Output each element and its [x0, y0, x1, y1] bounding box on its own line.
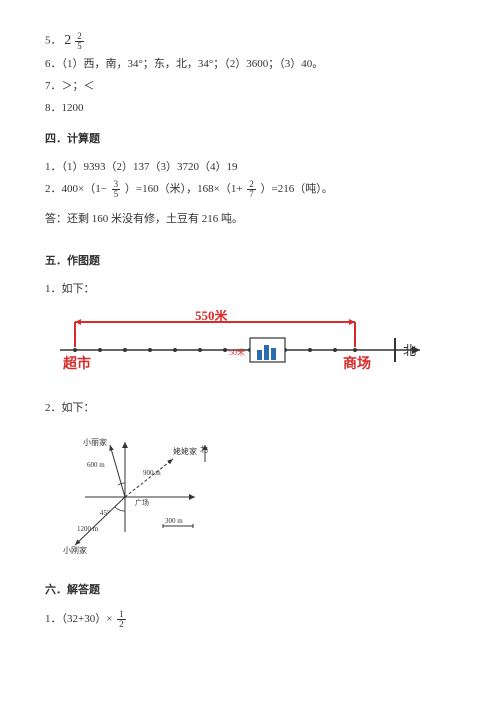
svg-text:商场: 商场 — [343, 355, 371, 372]
section-4-title: 四．计算题 — [45, 131, 455, 149]
solve1-fraction: 1 2 — [117, 610, 126, 629]
svg-text:45°: 45° — [100, 509, 110, 517]
solve1-den: 2 — [117, 620, 126, 629]
solve-1: 1．（32+30）× 1 2 — [45, 610, 455, 629]
q5-mixed-number: 2 2 5 — [64, 30, 86, 52]
svg-text:300 m: 300 m — [165, 517, 183, 525]
q5-den: 5 — [75, 42, 84, 51]
svg-text:广场: 广场 — [135, 498, 149, 507]
calc2-frac1: 3 5 — [112, 180, 121, 199]
calc-2: 2．400×（1− 3 5 ）=160（米），168×（1+ 2 7 ）=216… — [45, 180, 455, 199]
diagram-1-svg: 50米 550米超市 商场 北 — [45, 310, 435, 375]
calc2-pre: 2．400×（1− — [45, 183, 107, 195]
svg-text:900 m: 900 m — [143, 469, 161, 477]
svg-text:50米: 50米 — [229, 347, 245, 357]
diagram-2: 小丽家姥姥家 600 m 900 m 广场 45°1200 m 300 m 小刚家 北 — [45, 427, 455, 564]
svg-text:1200 m: 1200 m — [77, 525, 99, 533]
section-5-title: 五．作图题 — [45, 253, 455, 271]
svg-text:北: 北 — [403, 343, 416, 358]
svg-text:550米: 550米 — [195, 310, 229, 323]
answer-6: 6．（1）西，南，34°；东，北，34°；（2）3600；（3）40。 — [45, 56, 455, 74]
answer-5: 5． 2 2 5 — [45, 30, 455, 52]
svg-text:小刚家: 小刚家 — [63, 545, 87, 555]
draw-2-label: 2．如下： — [45, 400, 455, 418]
q5-whole: 2 — [64, 30, 71, 52]
draw-1-label: 1．如下： — [45, 281, 455, 299]
svg-text:北: 北 — [200, 445, 208, 454]
section-6-title: 六．解答题 — [45, 582, 455, 600]
svg-text:600 m: 600 m — [87, 461, 105, 469]
calc-1: 1．（1）9393（2）137（3）3720（4）19 — [45, 159, 455, 177]
calc2-mid: ）=160（米），168×（1+ — [125, 183, 243, 195]
calc2-f1-den: 5 — [112, 190, 121, 199]
q5-prefix: 5． — [45, 35, 62, 47]
svg-text:超市: 超市 — [62, 355, 91, 372]
svg-text:小丽家: 小丽家 — [83, 437, 107, 447]
diagram-2-svg: 小丽家姥姥家 600 m 900 m 广场 45°1200 m 300 m 小刚家 北 — [45, 427, 245, 557]
solve1-prefix: 1．（32+30）× — [45, 613, 112, 625]
svg-text:姥姥家: 姥姥家 — [173, 446, 197, 456]
calc2-post: ）=216（吨）。 — [261, 183, 333, 195]
calc2-frac2: 2 7 — [247, 180, 256, 199]
q5-fraction: 2 5 — [75, 32, 84, 51]
calc2-f2-den: 7 — [247, 190, 256, 199]
answer-8: 8．1200 — [45, 100, 455, 118]
answer-7: 7．＞；＜ — [45, 78, 455, 96]
calc-2-answer: 答：还剩 160 米没有修，土豆有 216 吨。 — [45, 211, 455, 229]
diagram-1: 50米 550米超市 商场 北 — [45, 310, 455, 382]
